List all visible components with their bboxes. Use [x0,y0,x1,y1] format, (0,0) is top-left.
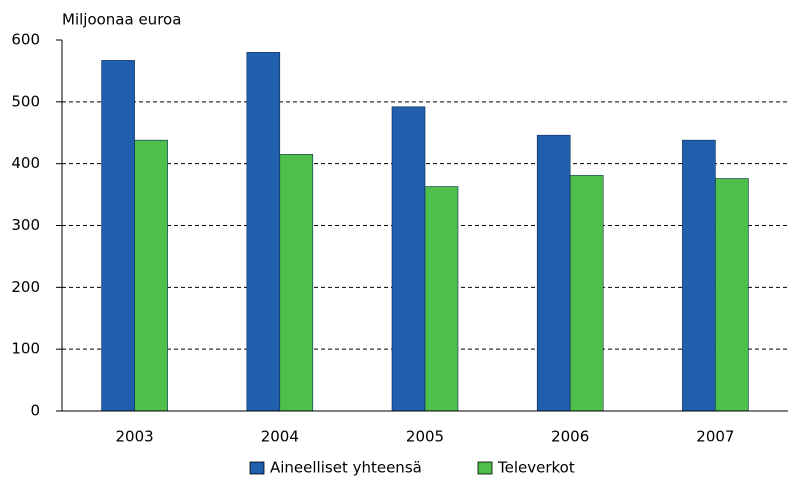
y-tick-label: 300 [11,216,40,234]
bar [391,106,426,412]
bar [424,186,459,412]
x-tick-label: 2004 [261,428,299,446]
bar [682,139,716,412]
bar [279,154,314,412]
legend-swatch [249,461,265,475]
x-tick-label: 2003 [116,428,154,446]
y-axis-label: Miljoonaa euroa [62,11,181,29]
x-tick-label: 2005 [406,428,444,446]
x-tick-label: 2007 [696,428,734,446]
y-tick-label: 100 [11,340,40,358]
bar [134,139,168,412]
bar [569,175,604,412]
y-tick-label: 400 [11,154,40,172]
bar [101,60,135,412]
y-tick-label: 500 [11,92,40,110]
bar [715,178,749,412]
legend-label: Aineelliset yhteensä [270,459,422,477]
x-tick-label: 2006 [551,428,589,446]
legend-label: Televerkot [497,459,575,477]
bar [246,52,281,412]
y-tick-label: 600 [11,31,40,49]
bar [536,134,571,412]
y-tick-label: 200 [11,278,40,296]
legend-swatch [477,461,493,475]
y-tick-label: 0 [30,402,40,420]
